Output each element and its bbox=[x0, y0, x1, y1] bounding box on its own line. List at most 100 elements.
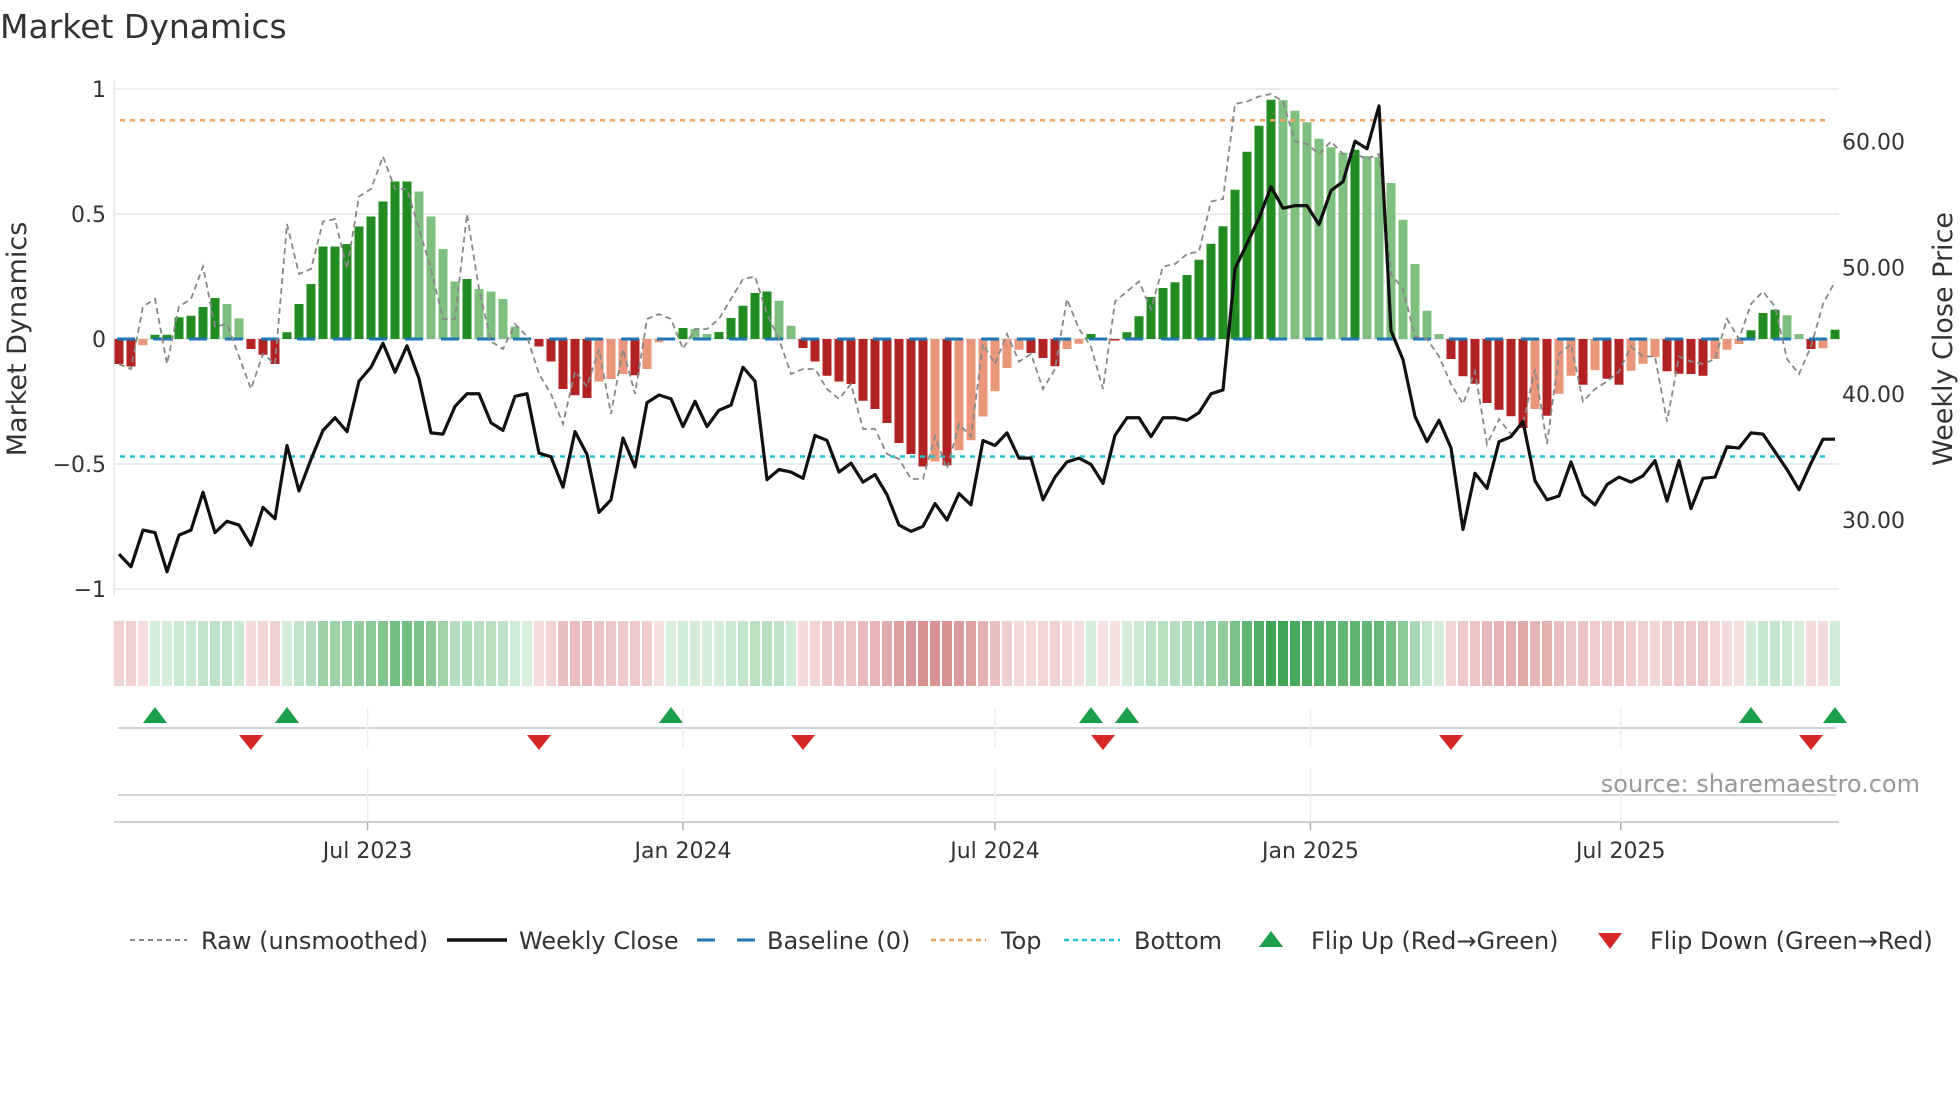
momentum-bar bbox=[1326, 147, 1336, 339]
momentum-bar bbox=[354, 226, 364, 339]
heat-cell bbox=[630, 621, 640, 686]
momentum-bar bbox=[450, 281, 460, 339]
heat-cell bbox=[378, 621, 388, 686]
momentum-bar bbox=[870, 339, 880, 409]
left-tick-label: 1 bbox=[92, 78, 106, 103]
left-tick-label: −1 bbox=[74, 578, 106, 603]
heat-cell bbox=[438, 621, 448, 686]
heat-cell bbox=[1278, 621, 1288, 686]
heat-cell bbox=[1758, 621, 1768, 686]
heat-cell bbox=[486, 621, 496, 686]
heat-cell bbox=[294, 621, 304, 686]
heat-cell bbox=[1566, 621, 1576, 686]
momentum-bar bbox=[954, 339, 964, 451]
momentum-bar bbox=[1458, 339, 1468, 377]
heat-cell bbox=[1770, 621, 1780, 686]
heat-cell bbox=[546, 621, 556, 686]
heat-cell bbox=[1830, 621, 1840, 686]
momentum-bar bbox=[1206, 243, 1216, 339]
heat-cell bbox=[1206, 621, 1216, 686]
heat-cell bbox=[1122, 621, 1132, 686]
momentum-bar bbox=[774, 300, 784, 339]
momentum-bar bbox=[654, 339, 664, 343]
momentum-bar bbox=[1074, 339, 1084, 344]
momentum-bar bbox=[1086, 334, 1096, 339]
heat-cell bbox=[1578, 621, 1588, 686]
momentum-bar bbox=[570, 339, 580, 396]
heat-cell bbox=[126, 621, 136, 686]
heat-cell bbox=[1158, 621, 1168, 686]
momentum-bar bbox=[966, 339, 976, 441]
momentum-bar bbox=[1122, 332, 1132, 339]
momentum-bar bbox=[618, 339, 628, 374]
flip-markers bbox=[118, 707, 1847, 796]
momentum-bar bbox=[378, 201, 388, 339]
heat-cell bbox=[738, 621, 748, 686]
momentum-bar bbox=[390, 181, 400, 339]
momentum-bar bbox=[1026, 339, 1036, 353]
heat-cell bbox=[1494, 621, 1504, 686]
momentum-bar bbox=[642, 339, 652, 369]
heat-cell bbox=[1098, 621, 1108, 686]
heat-cell bbox=[642, 621, 652, 686]
heat-cell bbox=[594, 621, 604, 686]
momentum-bar bbox=[174, 317, 184, 339]
momentum-bar bbox=[1014, 339, 1024, 350]
heat-cell bbox=[1134, 621, 1144, 686]
heat-cell bbox=[1650, 621, 1660, 686]
legend: Raw (unsmoothed) Weekly Close Baseline (0)… bbox=[130, 927, 1933, 955]
momentum-bar bbox=[906, 339, 916, 454]
momentum-bar bbox=[1710, 339, 1720, 359]
heat-cell bbox=[1218, 621, 1228, 686]
weekly-close-line bbox=[117, 104, 1835, 574]
flip-down-marker bbox=[1439, 735, 1463, 750]
heat-cell bbox=[1734, 621, 1744, 686]
momentum-bar bbox=[1734, 339, 1744, 344]
heat-cell bbox=[198, 621, 208, 686]
heat-cell bbox=[846, 621, 856, 686]
momentum-bar bbox=[1494, 339, 1504, 410]
heat-cell bbox=[1662, 621, 1672, 686]
heat-cell bbox=[306, 621, 316, 686]
momentum-bar bbox=[1146, 297, 1156, 339]
heat-cell bbox=[690, 621, 700, 686]
heat-cell bbox=[510, 621, 520, 686]
reference-lines bbox=[117, 119, 1839, 458]
heat-cell bbox=[870, 621, 880, 686]
heat-cell bbox=[1422, 621, 1432, 686]
momentum-bar bbox=[534, 339, 544, 347]
x-tick-label: Jul 2023 bbox=[321, 839, 413, 864]
flip-down-marker bbox=[239, 735, 263, 750]
heat-cell bbox=[822, 621, 832, 686]
momentum-bar bbox=[1170, 282, 1180, 339]
legend-flip-up-icon bbox=[1259, 931, 1283, 947]
momentum-bar bbox=[1482, 339, 1492, 403]
heat-cell bbox=[918, 621, 928, 686]
heat-cell bbox=[1242, 621, 1252, 686]
heat-cell bbox=[1506, 621, 1516, 686]
momentum-bar bbox=[1446, 339, 1456, 359]
legend-label: Top bbox=[1000, 927, 1042, 955]
heat-cell bbox=[558, 621, 568, 686]
heat-cell bbox=[534, 621, 544, 686]
momentum-bar bbox=[438, 249, 448, 339]
flip-down-marker bbox=[1799, 735, 1823, 750]
heat-cell bbox=[390, 621, 400, 686]
momentum-bar bbox=[414, 191, 424, 339]
heat-cell bbox=[1818, 621, 1828, 686]
left-tick-label: 0.5 bbox=[71, 203, 106, 228]
momentum-bar bbox=[1518, 339, 1528, 428]
heat-cell bbox=[1014, 621, 1024, 686]
heat-cell bbox=[1746, 621, 1756, 686]
heat-cell bbox=[810, 621, 820, 686]
heat-cell bbox=[1062, 621, 1072, 686]
momentum-bar bbox=[1410, 264, 1420, 339]
momentum-bar bbox=[1374, 157, 1384, 339]
heat-cell bbox=[906, 621, 916, 686]
heat-cell bbox=[858, 621, 868, 686]
flip-down-marker bbox=[791, 735, 815, 750]
heat-cell bbox=[366, 621, 376, 686]
heat-cell bbox=[498, 621, 508, 686]
momentum-bar bbox=[1662, 339, 1672, 372]
momentum-bar bbox=[762, 291, 772, 339]
